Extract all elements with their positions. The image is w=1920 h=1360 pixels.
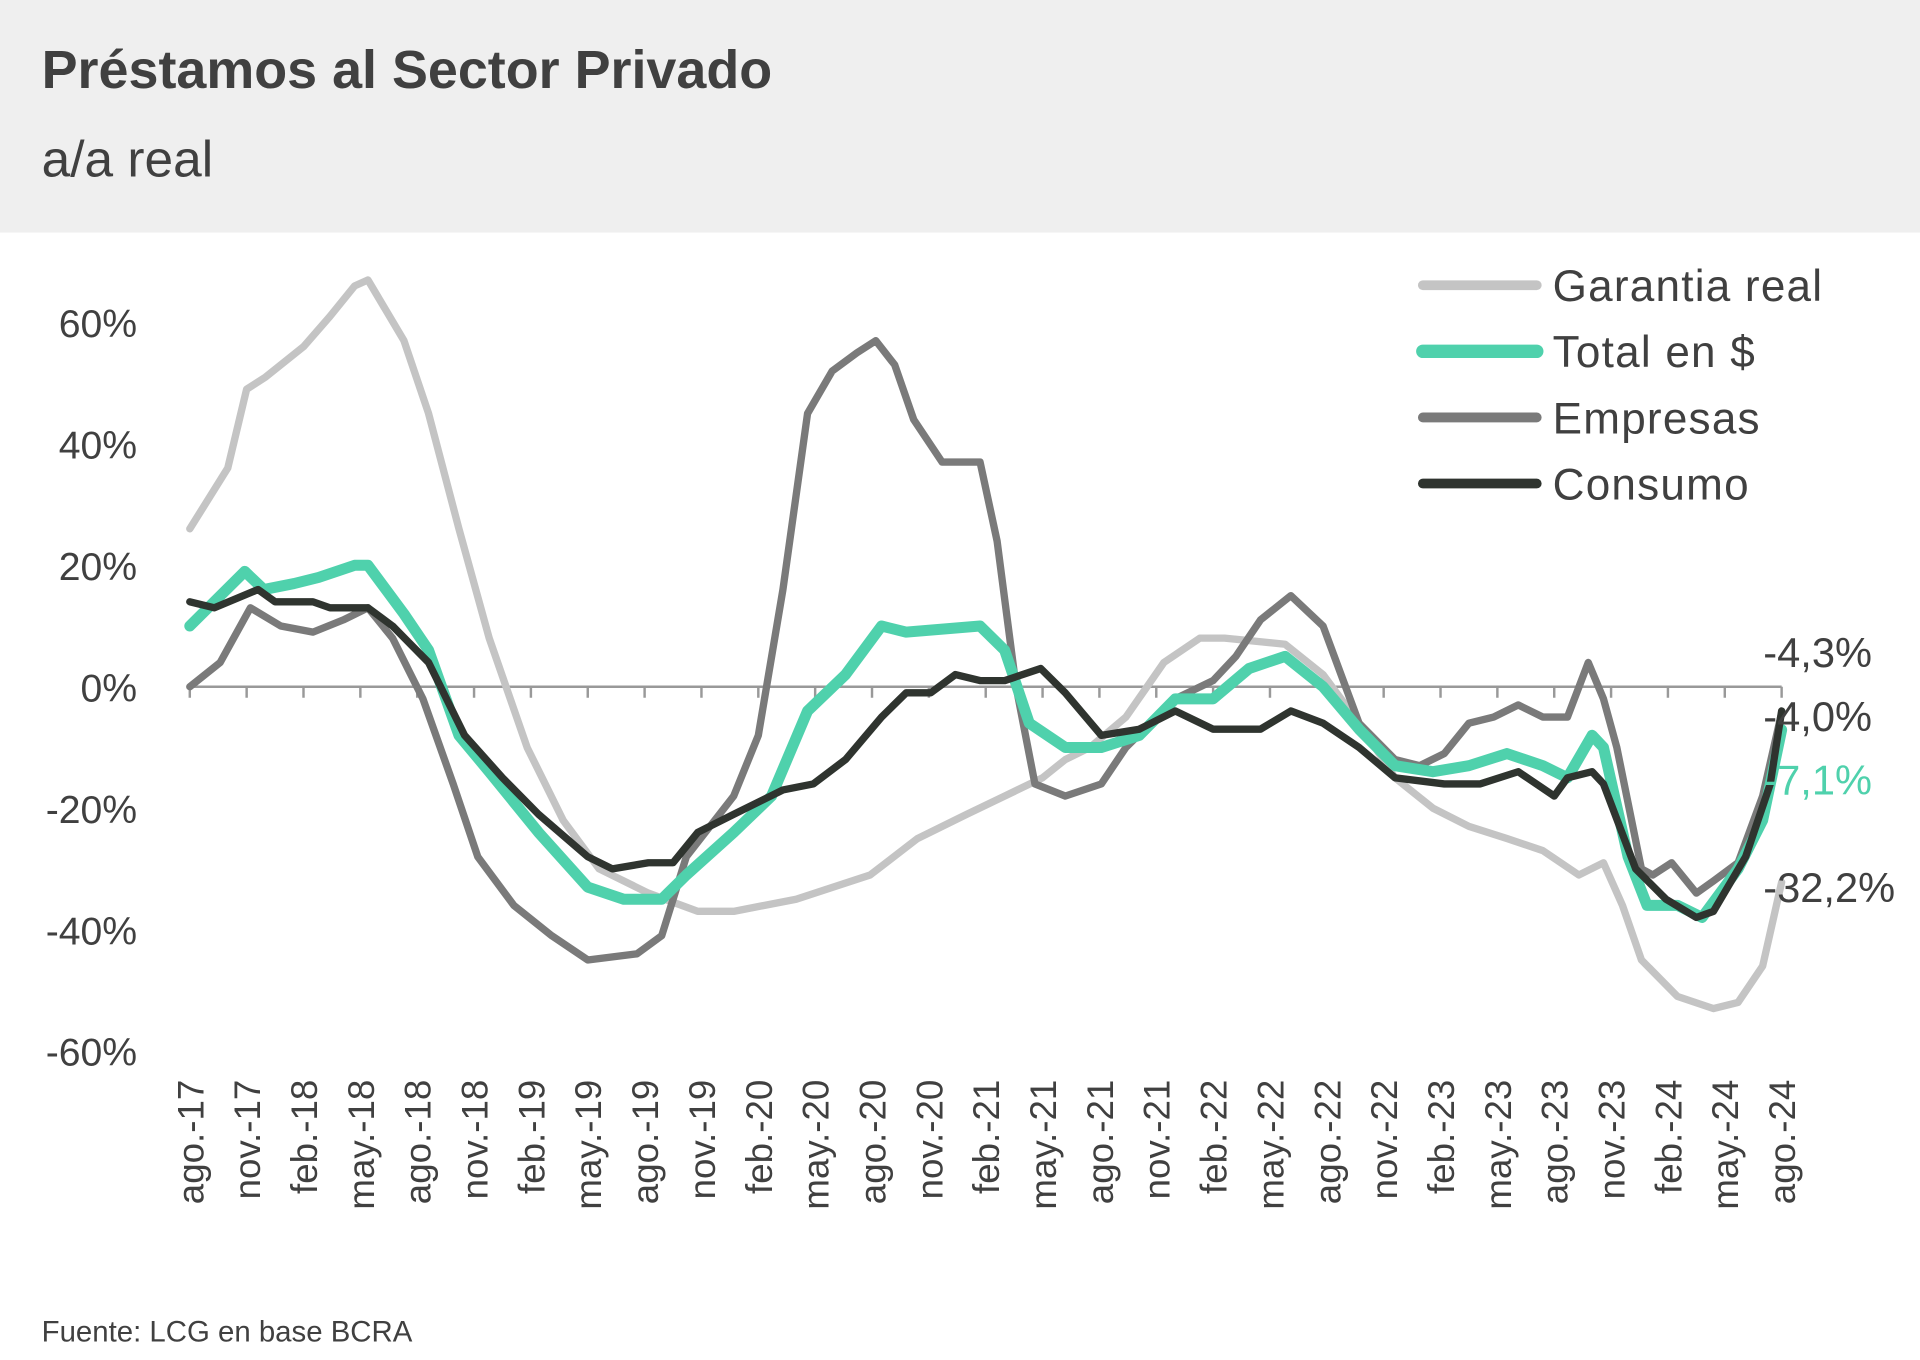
legend-label-total: Total en $ — [1553, 328, 1756, 377]
y-tick-label: 40% — [59, 425, 137, 468]
x-tick-label: ago.-18 — [398, 1080, 439, 1205]
end-label-total: -7,1% — [1763, 756, 1872, 803]
x-tick-label: may.-24 — [1705, 1080, 1746, 1210]
x-tick-label: nov.-19 — [682, 1080, 723, 1200]
x-tick-label: ago.-19 — [625, 1080, 666, 1205]
x-tick-label: ago.-17 — [170, 1080, 211, 1205]
page-title: Préstamos al Sector Privado — [42, 40, 773, 100]
x-tick-label: may.-21 — [1023, 1080, 1064, 1210]
y-tick-label: -20% — [46, 789, 137, 832]
legend-label-consumo: Consumo — [1553, 460, 1750, 509]
x-tick-label: nov.-23 — [1592, 1080, 1633, 1200]
y-tick-label: -40% — [46, 910, 137, 953]
y-tick-label: -60% — [46, 1032, 137, 1075]
legend-label-empresas: Empresas — [1553, 394, 1761, 443]
x-tick-label: nov.-17 — [227, 1080, 268, 1200]
x-tick-label: feb.-19 — [511, 1080, 552, 1194]
series-line-empresas — [186, 337, 1786, 964]
x-tick-label: ago.-22 — [1307, 1080, 1348, 1205]
plot-lines — [184, 276, 1788, 1013]
x-tick-label: feb.-24 — [1648, 1080, 1689, 1194]
x-tick-label: feb.-18 — [284, 1080, 325, 1194]
x-tick-label: nov.-20 — [909, 1080, 950, 1200]
y-tick-label: 20% — [59, 546, 137, 589]
x-tick-label: may.-19 — [568, 1080, 609, 1210]
end-annotations: -4,3% -4,0% -7,1% -32,2% — [1763, 629, 1895, 911]
header-background — [0, 0, 1920, 233]
x-tick-label: ago.-24 — [1762, 1080, 1803, 1205]
x-axis: ago.-17 nov.-17 feb.-18 may.-18 ago.-18 nov.-… — [170, 685, 1803, 1210]
series-line-consumo — [186, 585, 1786, 922]
page-subtitle: a/a real — [42, 129, 213, 187]
x-tick-label: feb.-23 — [1421, 1080, 1462, 1194]
x-tick-label: ago.-20 — [852, 1080, 893, 1205]
series-line-total — [184, 559, 1788, 923]
x-tick-label: feb.-20 — [739, 1080, 780, 1194]
source-note: Fuente: LCG en base BCRA — [42, 1316, 413, 1349]
y-tick-label: 0% — [81, 667, 138, 710]
y-tick-label: 60% — [59, 303, 137, 346]
legend: Garantia real Total en $ Empresas Consumo — [1416, 262, 1824, 509]
x-tick-label: may.-18 — [341, 1080, 382, 1210]
x-tick-label: ago.-21 — [1080, 1080, 1121, 1205]
end-label-consumo: -4,0% — [1763, 693, 1872, 740]
x-tick-label: ago.-23 — [1535, 1080, 1576, 1205]
x-tick-label: may.-20 — [796, 1080, 837, 1210]
x-tick-label: may.-23 — [1478, 1080, 1519, 1210]
x-tick-label: feb.-21 — [966, 1080, 1007, 1194]
x-tick-label: nov.-18 — [455, 1080, 496, 1200]
x-tick-label: nov.-22 — [1364, 1080, 1405, 1200]
end-label-empresas: -4,3% — [1763, 629, 1872, 676]
x-tick-label: nov.-21 — [1137, 1080, 1178, 1200]
legend-label-garantia: Garantia real — [1553, 262, 1824, 311]
x-tick-label: may.-22 — [1250, 1080, 1291, 1210]
end-label-garantia: -32,2% — [1763, 864, 1895, 911]
x-tick-label: feb.-22 — [1194, 1080, 1235, 1194]
y-axis: 60% 40% 20% 0% -20% -40% -60% — [46, 303, 137, 1075]
series-line-garantia — [186, 276, 1786, 1013]
